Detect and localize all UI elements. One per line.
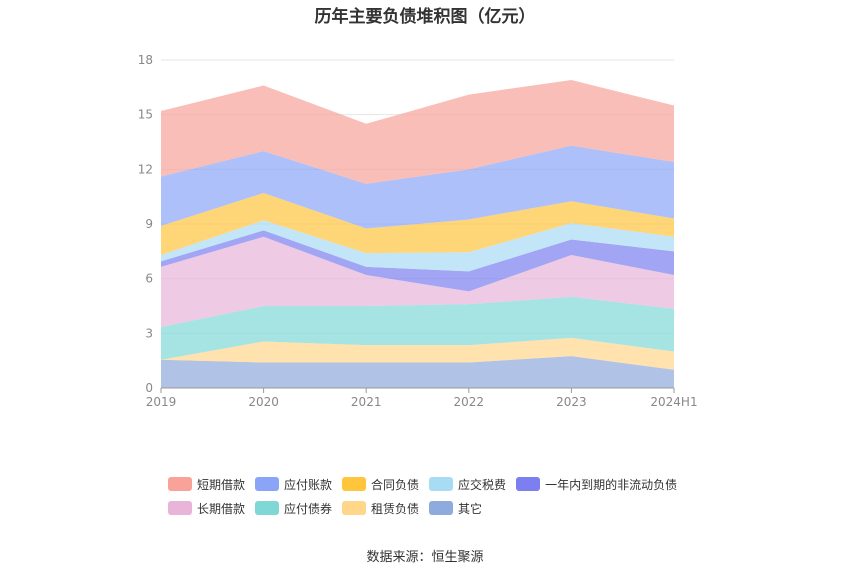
y-tick-label: 3	[145, 326, 153, 340]
legend-swatch	[168, 501, 192, 515]
y-tick-label: 18	[138, 53, 153, 67]
legend-label: 合同负债	[371, 477, 420, 492]
legend-row: 短期借款 应付账款 合同负债 应交税费 一年内到期的非流动负债	[168, 472, 850, 496]
area-series	[161, 296, 674, 360]
x-tick-label: 2021	[351, 395, 382, 409]
area-series	[161, 337, 674, 370]
x-tick-label: 2019	[146, 395, 177, 409]
area-series	[161, 220, 674, 272]
stacked-area-chart: 0 3 6 9 12 15 18 2019 2020 2021 2022 2023 2024H1	[138, 53, 698, 409]
legend-label: 应付债券	[284, 501, 333, 516]
y-tick-label: 12	[138, 162, 153, 176]
legend-label: 应付账款	[284, 477, 333, 492]
legend-label: 一年内到期的非流动负债	[545, 477, 678, 492]
legend-label: 其它	[458, 501, 483, 516]
y-tick-label: 9	[145, 217, 153, 231]
area-series	[161, 145, 674, 229]
legend-item[interactable]: 应付账款	[255, 476, 332, 493]
legend-item[interactable]: 应交税费	[429, 476, 506, 493]
legend-label: 应交税费	[458, 477, 507, 492]
legend-label: 长期借款	[197, 501, 246, 516]
x-tick-label: 2022	[454, 395, 485, 409]
legend-item[interactable]: 合同负债	[342, 476, 419, 493]
legend-row: 长期借款 应付债券 租赁负债 其它	[168, 496, 850, 520]
legend-item[interactable]: 其它	[429, 500, 482, 517]
x-tick-label: 2023	[556, 395, 587, 409]
area-series	[161, 230, 674, 292]
y-tick-label: 6	[145, 272, 153, 286]
legend: 短期借款 应付账款 合同负债 应交税费 一年内到期的非流动负债 长期借款 应付债券 租赁负债…	[0, 472, 850, 520]
chart-title: 历年主要负债堆积图（亿元）	[314, 7, 536, 27]
legend-swatch	[342, 477, 367, 491]
legend-swatch	[255, 501, 280, 515]
data-source: 数据来源：恒生聚源	[366, 550, 484, 565]
legend-label: 短期借款	[197, 477, 246, 492]
area-series	[161, 236, 674, 327]
legend-swatch	[429, 477, 454, 491]
legend-label: 租赁负债	[371, 501, 420, 516]
legend-item[interactable]: 租赁负债	[342, 500, 419, 517]
area-series	[161, 356, 674, 388]
legend-swatch	[342, 501, 367, 515]
y-tick-label: 0	[145, 381, 153, 395]
legend-item[interactable]: 长期借款	[168, 500, 245, 517]
y-tick-label: 15	[138, 108, 153, 122]
legend-swatch	[168, 477, 192, 491]
legend-swatch	[255, 477, 280, 491]
x-tick-label: 2020	[248, 395, 279, 409]
x-tick-label: 2024H1	[650, 395, 697, 409]
legend-swatch	[516, 477, 541, 491]
legend-item[interactable]: 短期借款	[168, 476, 245, 493]
legend-item[interactable]: 应付债券	[255, 500, 332, 517]
legend-swatch	[429, 501, 454, 515]
legend-item[interactable]: 一年内到期的非流动负债	[516, 476, 677, 493]
area-series	[161, 80, 674, 184]
